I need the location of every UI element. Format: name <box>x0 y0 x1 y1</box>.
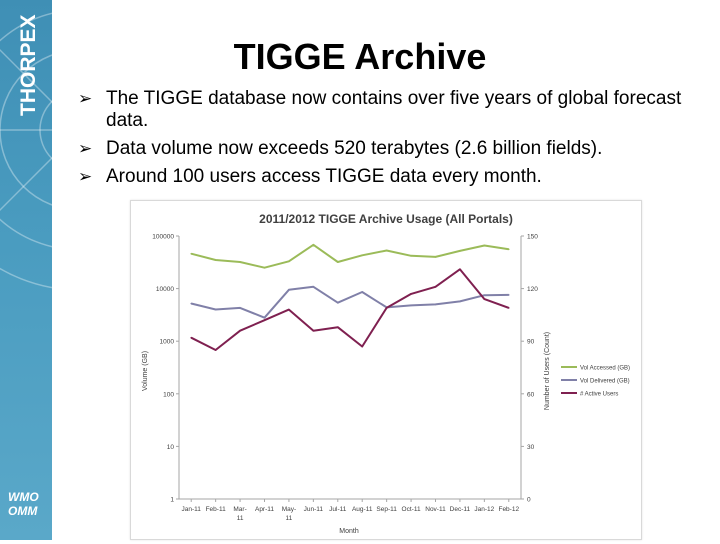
data-point <box>483 244 486 247</box>
bullet-list: ➢ The TIGGE database now contains over fi… <box>78 88 708 194</box>
y-right-tick-label: 30 <box>527 444 535 451</box>
x-axis-label: Month <box>339 528 359 535</box>
series-line-1 <box>190 243 509 269</box>
x-tick-label: Aug-11 <box>352 506 373 513</box>
x-tick-label: Oct-11 <box>402 506 421 513</box>
data-point <box>507 294 510 296</box>
data-point <box>483 294 486 296</box>
wmo-logo: WMO OMM <box>8 490 48 518</box>
data-point <box>336 261 339 263</box>
chart-title: 2011/2012 TIGGE Archive Usage (All Porta… <box>259 212 513 226</box>
data-point <box>214 259 217 261</box>
data-point <box>434 256 437 258</box>
data-point <box>239 261 241 263</box>
data-point <box>410 255 412 257</box>
data-point <box>263 316 266 319</box>
data-point <box>361 254 364 257</box>
data-point <box>312 329 315 332</box>
data-point <box>385 307 388 309</box>
x-tick-label: Jul-11 <box>329 506 347 513</box>
data-point <box>214 308 217 311</box>
data-point <box>361 345 364 348</box>
data-point <box>288 260 290 263</box>
y-left-tick-label: 10000 <box>156 286 174 293</box>
x-tick-label: Mar- <box>233 506 246 513</box>
y-left-tick-label: 1 <box>170 497 174 504</box>
data-point <box>214 349 217 351</box>
legend-label: Vol Delivered (GB) <box>580 379 630 385</box>
data-point <box>507 307 510 309</box>
data-point <box>239 307 241 309</box>
data-point <box>190 302 193 305</box>
x-tick-label: Dec-11 <box>450 506 471 513</box>
data-point <box>288 308 290 311</box>
wmo-logo-line2: OMM <box>8 504 38 518</box>
x-tick-label: Nov-11 <box>425 506 446 513</box>
chart-svg: 2011/2012 TIGGE Archive Usage (All Porta… <box>142 212 630 535</box>
data-point <box>190 252 193 255</box>
y-axis-left-label: Volume (GB) <box>142 351 149 391</box>
x-tick-label: Feb-11 <box>206 506 226 513</box>
data-point <box>459 250 461 252</box>
data-point <box>361 291 364 293</box>
data-point <box>507 248 510 251</box>
thorpex-logo-text: THORPEX <box>17 14 40 116</box>
data-point <box>336 301 339 304</box>
data-point <box>239 329 241 332</box>
bullet-text: Data volume now exceeds 520 terabytes (2… <box>106 138 603 159</box>
x-tick-label: Jan-12 <box>474 506 494 513</box>
y-left-tick-label: 100 <box>163 391 174 398</box>
y-left-tick-label: 10 <box>167 444 175 451</box>
y-right-tick-label: 90 <box>527 339 535 346</box>
y-right-tick-label: 150 <box>527 234 538 241</box>
y-right-tick-label: 120 <box>527 286 538 293</box>
data-point <box>190 336 193 339</box>
y-left-tick-label: 100000 <box>152 234 174 241</box>
data-point <box>410 293 412 295</box>
bullet-item: ➢ The TIGGE database now contains over fi… <box>78 88 708 132</box>
series-line-3 <box>190 268 510 351</box>
x-tick-label: 11 <box>286 515 293 522</box>
arrow-bullet-icon: ➢ <box>78 89 93 108</box>
x-tick-label: 11 <box>237 515 244 522</box>
data-point <box>312 244 315 246</box>
data-point <box>459 300 461 303</box>
y-left-tick-label: 1000 <box>160 339 175 346</box>
slide-title: TIGGE Archive <box>233 36 487 77</box>
x-tick-label: May- <box>282 506 296 513</box>
y-right-tick-label: 0 <box>527 497 531 504</box>
data-point <box>263 319 266 321</box>
data-point <box>459 268 461 271</box>
x-tick-label: Apr-11 <box>255 506 274 513</box>
data-point <box>336 326 339 328</box>
legend-label: # Active Users <box>580 392 618 398</box>
usage-chart: 2011/2012 TIGGE Archive Usage (All Porta… <box>130 200 642 540</box>
legend-label: Vol Accessed (GB) <box>580 366 630 372</box>
bullet-text: Around 100 users access TIGGE data every… <box>106 166 542 187</box>
bullet-text: The TIGGE database now contains over fiv… <box>106 88 682 131</box>
x-tick-label: Jan-11 <box>182 506 202 513</box>
x-tick-label: Feb-12 <box>498 506 519 513</box>
data-point <box>263 266 266 269</box>
data-point <box>434 286 437 288</box>
data-point <box>288 288 290 291</box>
data-point <box>434 303 437 306</box>
data-point <box>385 249 388 252</box>
arrow-bullet-icon: ➢ <box>78 139 93 158</box>
wmo-logo-line1: WMO <box>8 490 39 504</box>
data-point <box>312 286 315 288</box>
data-point <box>483 298 486 300</box>
thorpex-logo: THORPEX <box>17 14 40 116</box>
bullet-item: ➢ Around 100 users access TIGGE data ever… <box>78 166 708 188</box>
arrow-bullet-icon: ➢ <box>78 167 93 186</box>
data-point <box>410 304 412 307</box>
y-axis-right-label: Number of Users (Count) <box>544 332 551 410</box>
x-tick-label: Sep-11 <box>376 506 397 513</box>
series-line-2 <box>190 285 509 319</box>
bullet-item: ➢ Data volume now exceeds 520 terabytes (… <box>78 138 708 160</box>
sidebar: THORPEX WMO OMM <box>0 0 260 540</box>
x-tick-label: Jun-11 <box>304 506 324 513</box>
y-right-tick-label: 60 <box>527 391 535 398</box>
